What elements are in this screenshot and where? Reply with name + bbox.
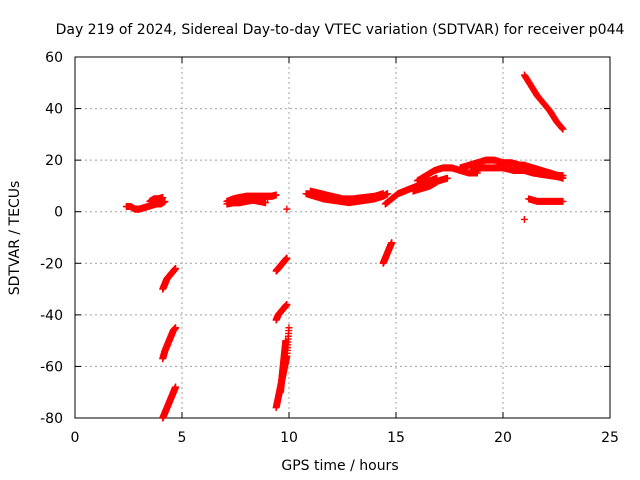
data-point [264, 195, 272, 203]
y-tick-label: -20 [40, 256, 63, 272]
y-axis-label: SDTVAR / TECUs [7, 181, 23, 296]
data-point [261, 199, 269, 207]
data-point [443, 174, 451, 182]
y-tick-label: 60 [45, 50, 63, 66]
axis-ticks: 0 5 10 15 20 25 -80 -60 -40 -20 0 20 40 60 [40, 50, 619, 446]
x-tick-label: 10 [280, 430, 298, 446]
data-point [283, 301, 291, 309]
data-point [388, 239, 396, 247]
data-point [520, 215, 528, 223]
data-point [159, 194, 167, 202]
data-point [283, 254, 291, 262]
y-tick-label: 20 [45, 153, 63, 169]
data-points [122, 71, 567, 422]
data-point [559, 197, 567, 205]
data-point [559, 174, 567, 182]
x-tick-label: 20 [494, 430, 512, 446]
data-point [272, 191, 280, 199]
plot-frame [74, 56, 611, 419]
data-point [282, 337, 290, 345]
data-point [161, 197, 169, 205]
y-tick-label: 40 [45, 102, 63, 118]
y-tick-label: -80 [40, 411, 63, 427]
y-tick-label: 0 [54, 205, 63, 221]
x-tick-label: 5 [178, 430, 187, 446]
data-point [285, 324, 293, 332]
chart-title: Day 219 of 2024, Sidereal Day-to-day VTE… [56, 22, 625, 38]
y-tick-label: -40 [40, 308, 63, 324]
x-tick-label: 25 [601, 430, 619, 446]
data-point [172, 264, 180, 272]
data-point [172, 383, 180, 391]
data-point [559, 125, 567, 133]
data-point [283, 205, 291, 213]
x-axis-label: GPS time / hours [281, 458, 398, 474]
x-tick-label: 15 [387, 430, 405, 446]
data-point [379, 190, 387, 198]
y-tick-label: -60 [40, 359, 63, 375]
x-tick-label: 0 [71, 430, 80, 446]
data-point [172, 324, 180, 332]
grid [75, 57, 610, 418]
